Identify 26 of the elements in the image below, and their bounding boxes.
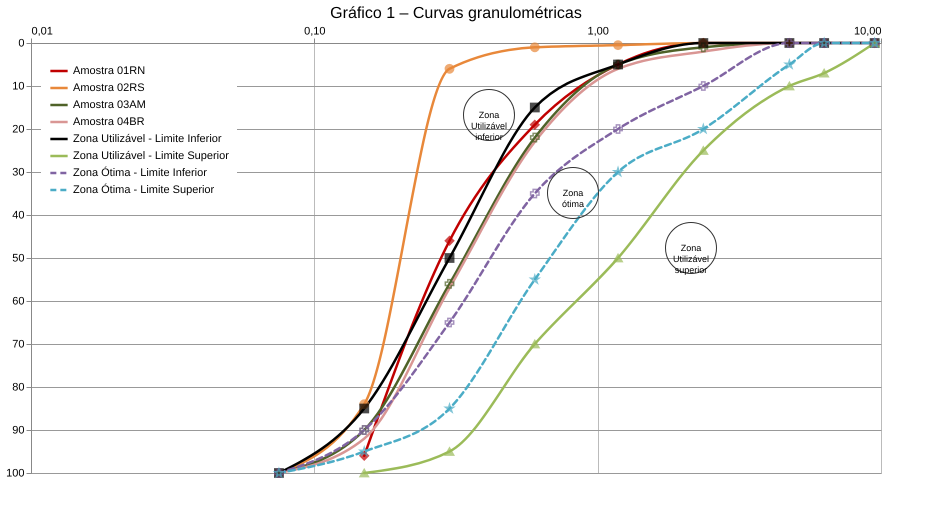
x-tick-label: 10,00 (854, 26, 882, 38)
y-tick-label: 100 (6, 468, 24, 480)
legend-label: Zona Utilizável - Limite Inferior (73, 133, 222, 145)
y-tick-label: 80 (12, 382, 24, 394)
legend-label: Zona Utilizável - Limite Superior (73, 150, 230, 162)
y-tick-label: 70 (12, 338, 24, 350)
legend-label: Zona Ótima - Limite Inferior (73, 166, 208, 179)
x-tick-label: 1,00 (587, 26, 609, 38)
x-tick-label: 0,10 (304, 26, 326, 38)
chart-title: Gráfico 1 – Curvas granulométricas (330, 5, 582, 22)
y-tick-label: 10 (12, 80, 24, 92)
legend-label: Amostra 02RS (73, 82, 145, 94)
x-tick-label: 0,01 (32, 26, 53, 38)
y-tick-label: 0 (18, 38, 24, 50)
y-tick-label: 60 (12, 296, 24, 308)
legend-label: Amostra 01RN (73, 65, 146, 77)
y-tick-label: 90 (12, 424, 24, 436)
legend-label: Amostra 04BR (73, 116, 145, 128)
legend-label: Zona Ótima - Limite Superior (73, 183, 215, 196)
annotation: Zona ótima (562, 188, 584, 209)
y-tick-label: 50 (12, 252, 24, 264)
y-tick-label: 30 (12, 166, 24, 178)
legend-label: Amostra 03AM (73, 99, 146, 111)
annotation: Zona Utilizável inferior (470, 110, 508, 142)
y-tick-label: 40 (12, 210, 24, 222)
y-tick-label: 20 (12, 124, 24, 136)
